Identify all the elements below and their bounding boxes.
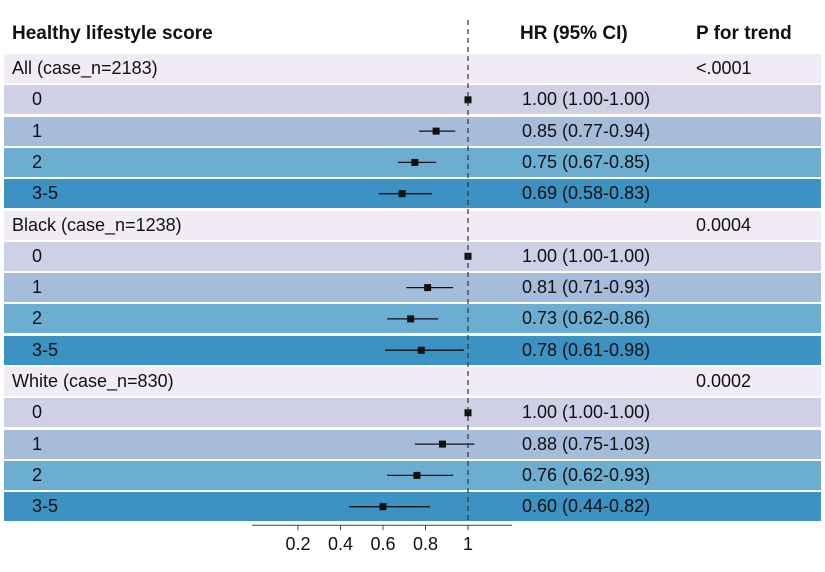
score-row: 0 1.00 (1.00-1.00) xyxy=(4,85,821,115)
header-p-trend: P for trend xyxy=(696,23,792,44)
hr-ci-value: 0.88 (0.75-1.03) xyxy=(522,433,651,454)
group-label: Black (case_n=1238) xyxy=(12,214,182,235)
x-tick-label: 0.8 xyxy=(413,534,438,554)
group-row: White (case_n=830) 0.0002 xyxy=(4,367,821,396)
score-row: 3-5 0.69 (0.58-0.83) xyxy=(4,179,821,209)
p-trend-value: <.0001 xyxy=(696,58,752,78)
hr-point xyxy=(411,158,419,166)
score-row: 0 1.00 (1.00-1.00) xyxy=(4,398,821,428)
x-tick-label: 0.6 xyxy=(370,534,395,554)
hr-ci-value: 0.75 (0.67-0.85) xyxy=(522,151,651,172)
header-hr-ci: HR (95% CI) xyxy=(520,23,628,44)
x-tick-label: 0.4 xyxy=(328,534,353,554)
hr-point xyxy=(379,503,387,511)
group-label: White (case_n=830) xyxy=(12,371,174,391)
hr-ci-value: 1.00 (1.00-1.00) xyxy=(522,402,651,423)
hr-ci-value: 1.00 (1.00-1.00) xyxy=(522,245,651,266)
score-label: 0 xyxy=(32,402,43,423)
score-label: 3-5 xyxy=(32,339,59,360)
score-label: 3-5 xyxy=(32,496,59,517)
group-row: Black (case_n=1238) 0.0004 xyxy=(4,210,821,240)
hr-point xyxy=(439,440,446,448)
score-row: 0 1.00 (1.00-1.00) xyxy=(4,241,821,271)
hr-ci-value: 1.00 (1.00-1.00) xyxy=(522,89,651,110)
hr-ci-value: 0.69 (0.58-0.83) xyxy=(522,183,651,204)
hr-ci-value: 0.81 (0.71-0.93) xyxy=(522,277,651,298)
score-label: 0 xyxy=(32,245,43,266)
score-label: 2 xyxy=(32,308,43,329)
hr-point xyxy=(413,471,421,479)
group-row: All (case_n=2183) <.0001 xyxy=(4,54,821,83)
p-trend-value: 0.0002 xyxy=(696,371,752,391)
score-label: 0 xyxy=(32,89,43,110)
hr-ci-value: 0.60 (0.44-0.82) xyxy=(522,496,651,517)
group-label: All (case_n=2183) xyxy=(12,58,158,78)
score-row: 1 0.88 (0.75-1.03) xyxy=(4,429,821,459)
hr-point xyxy=(407,315,415,323)
p-trend-value: 0.0004 xyxy=(696,214,752,235)
score-row: 1 0.85 (0.77-0.94) xyxy=(4,116,821,146)
score-label: 3-5 xyxy=(32,183,59,204)
score-label: 2 xyxy=(32,151,43,172)
hr-point xyxy=(398,190,406,198)
hr-point xyxy=(464,96,472,104)
score-label: 2 xyxy=(32,464,43,485)
hr-point xyxy=(432,127,440,135)
score-label: 1 xyxy=(32,120,43,141)
x-tick-label: 1 xyxy=(463,534,473,554)
hr-ci-value: 0.85 (0.77-0.94) xyxy=(522,120,651,141)
hr-point xyxy=(424,284,432,292)
score-label: 1 xyxy=(32,433,43,454)
header-lifestyle-score: Healthy lifestyle score xyxy=(12,23,213,44)
hr-ci-value: 0.78 (0.61-0.98) xyxy=(522,339,651,360)
hr-ci-value: 0.73 (0.62-0.86) xyxy=(522,308,651,329)
hr-point xyxy=(417,346,425,354)
x-tick-label: 0.2 xyxy=(285,534,310,554)
score-label: 1 xyxy=(32,277,43,298)
hr-point xyxy=(464,409,472,417)
hr-ci-value: 0.76 (0.62-0.93) xyxy=(522,464,651,485)
